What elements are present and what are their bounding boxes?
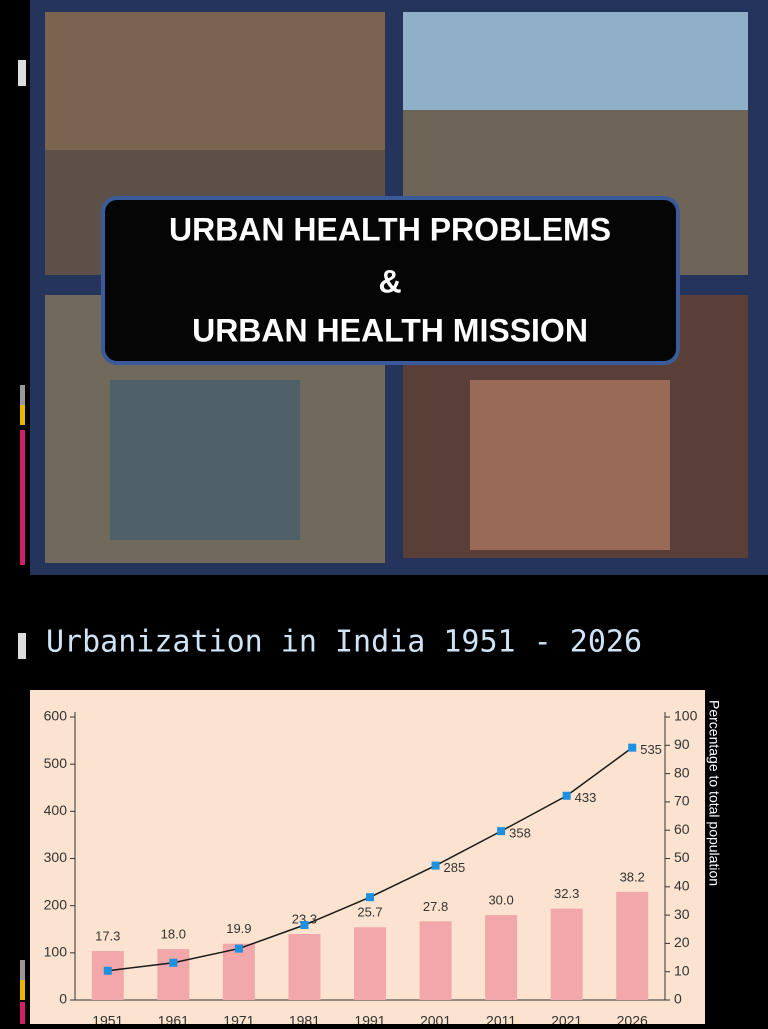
- y2-tick-label: 50: [674, 849, 690, 865]
- y-tick-label: 400: [44, 802, 68, 818]
- marker: [366, 893, 374, 902]
- title-line: &: [378, 263, 401, 299]
- y-tick-label: 100: [44, 944, 68, 960]
- x-tick-label: 2026: [617, 1013, 648, 1024]
- bullet: [20, 405, 25, 425]
- bar: [91, 951, 124, 1000]
- marker: [562, 791, 571, 800]
- title-line: URBAN HEALTH MISSION: [192, 312, 588, 348]
- bar: [550, 908, 583, 1000]
- bullet: [18, 60, 26, 86]
- value-label: 535: [640, 742, 662, 757]
- marker: [431, 861, 440, 870]
- y2-tick-label: 40: [674, 878, 690, 894]
- y-tick-label: 0: [59, 991, 67, 1007]
- photo: [470, 380, 670, 550]
- y-tick-label: 600: [44, 708, 68, 724]
- y2-tick-label: 70: [674, 793, 690, 809]
- x-tick-label: 2011: [486, 1013, 516, 1024]
- bar: [419, 921, 452, 1000]
- y2-tick-label: 30: [674, 906, 690, 922]
- value-label: 27.8: [423, 899, 448, 914]
- value-label: 433: [575, 790, 597, 805]
- x-tick-label: 2001: [420, 1013, 451, 1024]
- value-label: 19.9: [226, 921, 251, 936]
- value-label: 358: [509, 826, 531, 841]
- bullet: [20, 960, 25, 980]
- x-tick-label: 2021: [551, 1013, 582, 1024]
- value-label: 285: [444, 860, 466, 875]
- marker: [497, 827, 506, 836]
- value-label: 17.3: [95, 928, 120, 943]
- value-label: 32.3: [554, 886, 579, 901]
- y2-tick-label: 60: [674, 821, 690, 837]
- marker: [628, 743, 637, 752]
- bullet: [20, 430, 25, 565]
- value-label: 30.0: [488, 893, 513, 908]
- y2-tick-label: 100: [674, 708, 698, 724]
- marker: [103, 966, 112, 975]
- y2-tick-label: 20: [674, 934, 690, 950]
- bar: [157, 949, 190, 1000]
- marker: [234, 944, 243, 953]
- bar: [616, 891, 649, 1000]
- x-tick-label: 1971: [223, 1013, 254, 1024]
- value-label: 38.2: [620, 869, 645, 884]
- y-tick-label: 300: [44, 849, 68, 865]
- marker: [300, 921, 309, 930]
- marker: [169, 958, 178, 967]
- x-tick-label: 1961: [158, 1013, 189, 1024]
- y2-tick-label: 10: [674, 962, 690, 978]
- bar: [354, 927, 386, 1000]
- bar: [222, 943, 255, 1000]
- y-tick-label: 200: [44, 896, 68, 912]
- bullet: [18, 633, 26, 659]
- photo: [110, 380, 300, 540]
- y2-tick-label: 0: [674, 991, 682, 1007]
- y-tick-label: 500: [44, 755, 68, 771]
- title-box: [101, 196, 680, 365]
- value-label: 18.0: [161, 926, 186, 941]
- value-label: 25.7: [357, 905, 382, 920]
- x-tick-label: 1991: [354, 1013, 385, 1024]
- x-tick-label: 1951: [92, 1013, 123, 1024]
- x-tick-label: 1981: [289, 1013, 320, 1024]
- y2-tick-label: 90: [674, 736, 690, 752]
- y2-axis-label: Percentage to total population: [706, 700, 722, 886]
- y2-tick-label: 80: [674, 764, 690, 780]
- bar: [288, 934, 321, 1000]
- bar: [485, 915, 518, 1000]
- bullet: [20, 980, 25, 1000]
- bullet: [20, 385, 25, 415]
- chart-title: Urbanization in India 1951 - 2026: [46, 625, 642, 660]
- bullet: [20, 1002, 25, 1024]
- title-line: URBAN HEALTH PROBLEMS: [169, 211, 611, 247]
